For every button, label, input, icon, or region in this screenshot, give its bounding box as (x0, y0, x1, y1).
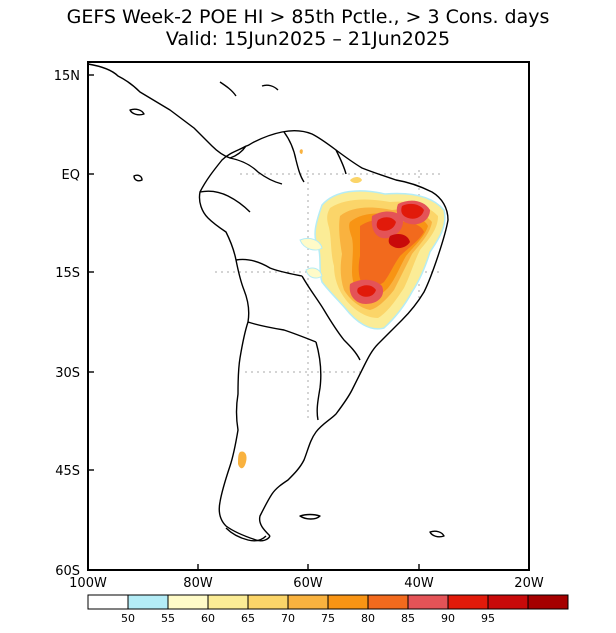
x-tick-label: 40W (404, 576, 434, 591)
colorbar-label: 65 (241, 612, 255, 625)
colorbar-label: 55 (161, 612, 175, 625)
probability-shading (238, 149, 446, 469)
colorbar-swatch (87, 594, 129, 610)
colorbar-swatch (527, 594, 569, 610)
colorbar-swatch (367, 594, 409, 610)
x-tick-label: 60W (293, 576, 323, 591)
x-tick-label: 100W (69, 576, 107, 591)
colorbar-label: 50 (121, 612, 135, 625)
y-axis: 15N EQ 15S 30S 45S 60S (54, 69, 94, 579)
colorbar-swatch (247, 594, 289, 610)
colorbar-label: 80 (361, 612, 375, 625)
y-tick-label: 60S (55, 564, 80, 579)
y-tick-label: 30S (55, 366, 80, 381)
map-title: GEFS Week-2 POE HI > 85th Pctle., > 3 Co… (66, 6, 550, 28)
coastlines (87, 63, 449, 542)
colorbar-swatch (167, 594, 209, 610)
y-tick-label: 15S (55, 266, 80, 281)
colorbar-swatch (487, 594, 529, 610)
colorbar-label: 95 (481, 612, 495, 625)
map-subtitle: Valid: 15Jun2025 – 21Jun2025 (165, 28, 451, 50)
x-tick-label: 80W (183, 576, 213, 591)
colorbar-label: 75 (321, 612, 335, 625)
colorbar-swatch (287, 594, 329, 610)
y-tick-label: 15N (54, 69, 80, 84)
colorbar-swatch (447, 594, 489, 610)
colorbar-label: 70 (281, 612, 295, 625)
colorbar-swatch (207, 594, 249, 610)
x-axis: 100W 80W 60W 40W 20W (69, 564, 544, 591)
colorbar: 50 55 60 65 70 75 80 85 90 95 (87, 594, 569, 625)
colorbar-swatch (327, 594, 369, 610)
colorbar-label: 90 (441, 612, 455, 625)
colorbar-label: 60 (201, 612, 215, 625)
y-tick-label: 45S (55, 464, 80, 479)
y-tick-label: EQ (62, 168, 80, 183)
colorbar-swatch (407, 594, 449, 610)
colorbar-swatch (127, 594, 169, 610)
x-tick-label: 20W (514, 576, 544, 591)
colorbar-label: 85 (401, 612, 415, 625)
